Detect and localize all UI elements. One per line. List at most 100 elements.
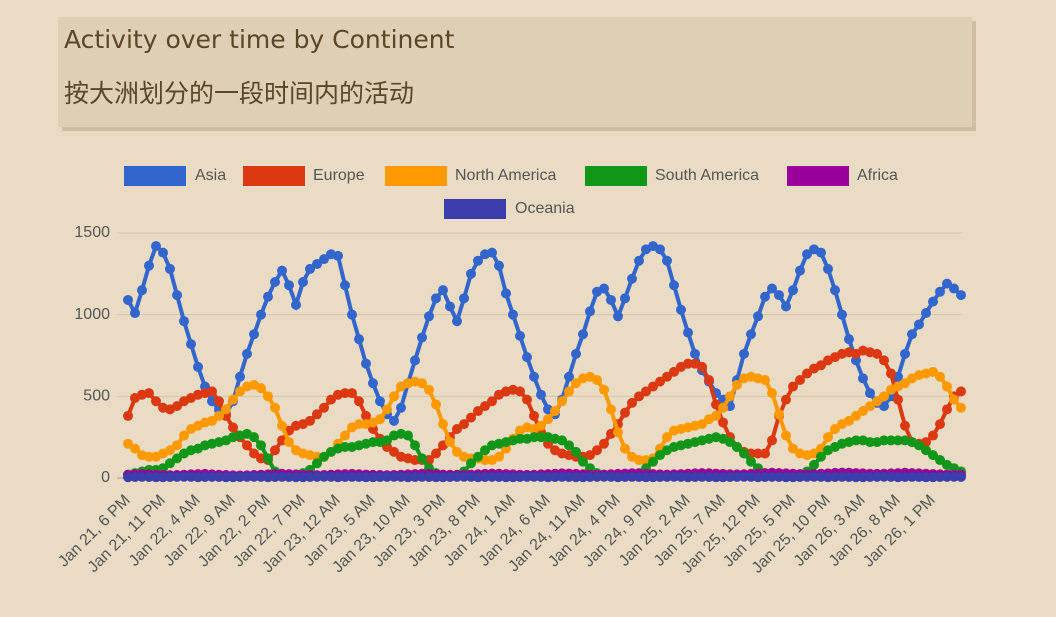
data-point [522, 352, 532, 363]
data-point [774, 472, 784, 483]
data-point [144, 388, 154, 399]
data-point [802, 249, 812, 260]
data-point [340, 472, 350, 483]
data-point [683, 358, 693, 369]
data-point [417, 332, 427, 343]
data-point [298, 472, 308, 483]
data-point [655, 244, 665, 255]
data-point [431, 472, 441, 483]
data-point [228, 394, 238, 405]
data-point [956, 402, 966, 413]
data-point [235, 371, 245, 382]
data-point [564, 386, 574, 397]
data-point [620, 443, 630, 454]
data-point [466, 412, 476, 423]
legend-swatch [243, 166, 305, 186]
legend-label: Asia [195, 167, 226, 184]
data-point [830, 472, 840, 483]
data-point [445, 472, 455, 483]
data-point [424, 311, 434, 322]
data-point [347, 309, 357, 320]
data-point [151, 241, 161, 252]
data-point [263, 291, 273, 302]
data-point [319, 471, 329, 482]
data-point [928, 296, 938, 307]
data-point [949, 394, 959, 405]
data-point [788, 443, 798, 454]
data-point [172, 290, 182, 301]
data-point [900, 420, 910, 431]
data-point [200, 472, 210, 483]
data-point [417, 471, 427, 482]
data-point [690, 472, 700, 483]
data-point [725, 391, 735, 402]
data-point [347, 471, 357, 482]
data-point [928, 366, 938, 377]
data-point [396, 402, 406, 413]
data-point [249, 448, 259, 459]
data-point [347, 388, 357, 399]
data-point [403, 472, 413, 483]
data-point [865, 472, 875, 483]
data-point [305, 472, 315, 483]
data-point [445, 301, 455, 312]
data-point [669, 280, 679, 291]
data-point [410, 472, 420, 483]
data-point [389, 415, 399, 426]
data-point [221, 404, 231, 415]
y-tick-label: 1500 [74, 224, 110, 241]
data-point [956, 386, 966, 397]
data-point [312, 458, 322, 469]
data-point [739, 348, 749, 359]
data-point [361, 410, 371, 421]
data-point [662, 255, 672, 266]
data-point [536, 432, 546, 443]
data-point [529, 410, 539, 421]
data-point [851, 472, 861, 483]
data-point [123, 472, 133, 483]
data-point [683, 327, 693, 338]
data-point [900, 378, 910, 389]
data-point [473, 451, 483, 462]
data-point [886, 435, 896, 446]
data-point [130, 472, 140, 483]
data-point [732, 471, 742, 482]
data-point [263, 472, 273, 483]
data-point [627, 273, 637, 284]
data-point [389, 446, 399, 457]
data-point [291, 299, 301, 310]
data-point [893, 394, 903, 405]
data-point [501, 472, 511, 483]
data-point [606, 404, 616, 415]
data-point [221, 472, 231, 483]
data-point [242, 348, 252, 359]
y-tick-label: 1000 [74, 306, 110, 323]
data-point [823, 263, 833, 274]
data-point [256, 440, 266, 451]
data-point [739, 448, 749, 459]
data-point [809, 471, 819, 482]
data-point [767, 283, 777, 294]
data-point [599, 384, 609, 395]
data-point [550, 472, 560, 483]
data-point [529, 432, 539, 443]
data-point [697, 361, 707, 372]
data-point [830, 285, 840, 296]
data-point [865, 388, 875, 399]
data-point [165, 458, 175, 469]
data-point [655, 472, 665, 483]
data-point [382, 404, 392, 415]
data-point [179, 430, 189, 441]
data-point [788, 472, 798, 483]
data-point [452, 446, 462, 457]
data-point [655, 376, 665, 387]
data-point [648, 472, 658, 483]
data-point [872, 348, 882, 359]
data-point [851, 435, 861, 446]
data-point [270, 277, 280, 287]
data-point [578, 329, 588, 340]
data-point [942, 404, 952, 415]
data-point [165, 263, 175, 274]
data-point [662, 371, 672, 382]
data-point [403, 430, 413, 441]
